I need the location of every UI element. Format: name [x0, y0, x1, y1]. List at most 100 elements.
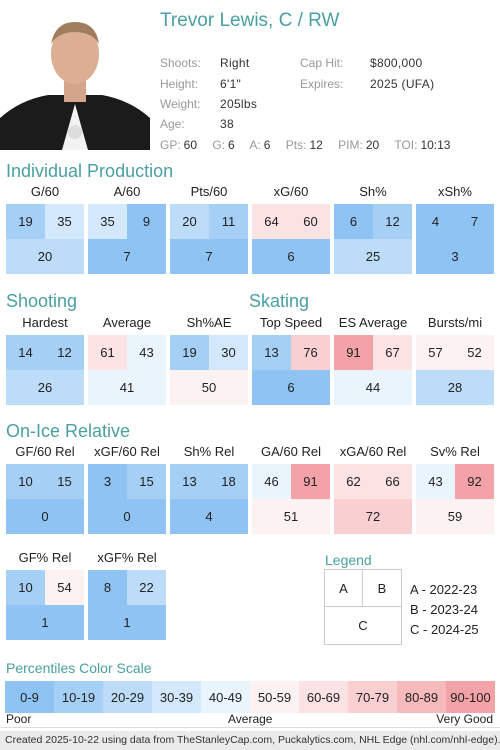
stat-label: GF/60 Rel	[15, 444, 75, 459]
stat-tile-g60: G/60 19 35 20	[6, 184, 84, 274]
percentile-cell-a: 20	[170, 204, 209, 239]
player-headshot-icon	[0, 22, 150, 150]
scale-bin: 40-49	[201, 681, 250, 713]
color-scale: 0-9 10-19 20-29 30-39 40-49 50-59 60-69 70-79 80…	[5, 681, 495, 713]
stat-label: xG/60	[273, 184, 309, 199]
scale-bin: 30-39	[152, 681, 201, 713]
percentile-cell-c: 1	[6, 605, 84, 640]
cap-hit-row: Cap Hit: $800,000	[300, 56, 423, 70]
percentile-cell-a: 35	[88, 204, 127, 239]
percentile-cell-a: 64	[252, 204, 291, 239]
percentile-cell-b: 43	[127, 335, 166, 370]
legend-cell-a: A	[325, 570, 363, 607]
section-on-ice-relative: On-Ice Relative	[6, 421, 131, 441]
player-header: Trevor Lewis, C / RW Shoots: Right Height…	[0, 0, 500, 152]
percentile-cell-c: 72	[334, 499, 412, 534]
stat-tile-ga60: GA/60 Rel 46 91 51	[252, 444, 330, 534]
scale-bin: 10-19	[54, 681, 103, 713]
percentile-cell-c: 0	[6, 499, 84, 534]
percentile-cell-b: 91	[291, 464, 330, 499]
percentile-cell-a: 61	[88, 335, 127, 370]
legend-item-b: B - 2023-24	[410, 602, 478, 617]
percentile-cell-a: 4	[416, 204, 455, 239]
percentile-cell-c: 7	[170, 239, 248, 274]
percentile-cell-a: 46	[252, 464, 291, 499]
percentile-cell-b: 35	[45, 204, 84, 239]
stat-tile-pts60: Pts/60 20 11 7	[170, 184, 248, 274]
stat-tile-bursts: Bursts/mi 57 52 28	[416, 315, 494, 405]
player-name: Trevor Lewis, C / RW	[160, 10, 340, 31]
footer-divider	[0, 727, 500, 728]
stat-label: xSh%	[438, 184, 472, 199]
stat-label: Bursts/mi	[427, 315, 483, 330]
percentile-cell-c: 4	[170, 499, 248, 534]
stat-label: G/60	[30, 184, 60, 199]
percentile-cell-a: 19	[6, 204, 45, 239]
player-photo	[0, 0, 150, 150]
percentile-cell-a: 19	[170, 335, 209, 370]
stat-label: Sv% Rel	[430, 444, 480, 459]
section-skating: Skating	[249, 291, 310, 311]
stat-tile-xg60: xG/60 64 60 6	[252, 184, 330, 274]
stat-label: xGF% Rel	[97, 550, 157, 565]
percentile-cell-a: 91	[334, 335, 373, 370]
stat-label: GF% Rel	[18, 550, 72, 565]
percentile-cell-c: 0	[88, 499, 166, 534]
scale-bin: 60-69	[299, 681, 348, 713]
percentile-cell-b: 60	[291, 204, 330, 239]
stat-tile-shp: Sh% 6 12 25	[334, 184, 412, 274]
weight-row: Weight: 205lbs	[160, 97, 258, 111]
percentile-cell-b: 30	[209, 335, 248, 370]
percentile-cell-b: 11	[209, 204, 248, 239]
percentile-cell-c: 7	[88, 239, 166, 274]
percentile-cell-c: 41	[88, 370, 166, 405]
stat-label: Top Speed	[259, 315, 323, 330]
scale-bin: 0-9	[5, 681, 54, 713]
percentile-cell-a: 8	[88, 570, 127, 605]
stat-tile-shrel: Sh% Rel 13 18 4	[170, 444, 248, 534]
stat-label: Hardest	[22, 315, 68, 330]
legend-item-a: A - 2022-23	[410, 582, 478, 597]
scale-bin: 90-100	[446, 681, 495, 713]
stat-label: xGF/60 Rel	[94, 444, 160, 459]
percentile-cell-c: 26	[6, 370, 84, 405]
percentile-cell-a: 14	[6, 335, 45, 370]
stat-label: A/60	[113, 184, 141, 199]
stat-tile-xgf60: xGF/60 Rel 3 15 0	[88, 444, 166, 534]
scale-bin: 80-89	[397, 681, 446, 713]
section-individual-production: Individual Production	[6, 161, 174, 181]
percentile-cell-b: 7	[455, 204, 494, 239]
percentile-cell-b: 66	[373, 464, 412, 499]
scale-bin: 50-59	[250, 681, 299, 713]
color-scale-labels: Poor Average Very Good	[5, 712, 495, 726]
percentile-cell-b: 12	[373, 204, 412, 239]
season-stats-line: GP: 60 G: 6 A: 6 Pts: 12 PIM: 20 TOI: 10:13	[160, 138, 451, 152]
stat-label: GA/60 Rel	[261, 444, 321, 459]
legend-box: A B C	[324, 569, 402, 645]
stat-tile-gfp: GF% Rel 10 54 1	[6, 550, 84, 640]
shoots-row: Shoots: Right	[160, 56, 250, 70]
percentile-cell-b: 9	[127, 204, 166, 239]
percentile-cell-a: 57	[416, 335, 455, 370]
percentile-cell-a: 6	[334, 204, 373, 239]
stat-tile-average: Average 61 43 41	[88, 315, 166, 405]
legend-item-c: C - 2024-25	[410, 622, 479, 637]
percentile-cell-a: 10	[6, 570, 45, 605]
percentile-cell-b: 15	[45, 464, 84, 499]
stat-tile-gf60: GF/60 Rel 10 15 0	[6, 444, 84, 534]
scale-label-very-good: Very Good	[436, 712, 493, 726]
percentile-cell-c: 3	[416, 239, 494, 274]
height-row: Height: 6'1"	[160, 77, 242, 91]
stat-tile-xga60: xGA/60 Rel 62 66 72	[334, 444, 412, 534]
footer-credits: Created 2025-10-22 using data from TheSt…	[0, 731, 500, 750]
percentile-cell-a: 43	[416, 464, 455, 499]
percentile-cell-c: 1	[88, 605, 166, 640]
expires-row: Expires: 2025 (UFA)	[300, 77, 435, 91]
percentile-cell-a: 3	[88, 464, 127, 499]
percentile-cell-b: 92	[455, 464, 494, 499]
section-shooting: Shooting	[6, 291, 78, 311]
percentile-cell-c: 20	[6, 239, 84, 274]
stat-label: Sh% Rel	[183, 444, 235, 459]
percentile-cell-a: 13	[170, 464, 209, 499]
percentile-cell-b: 54	[45, 570, 84, 605]
